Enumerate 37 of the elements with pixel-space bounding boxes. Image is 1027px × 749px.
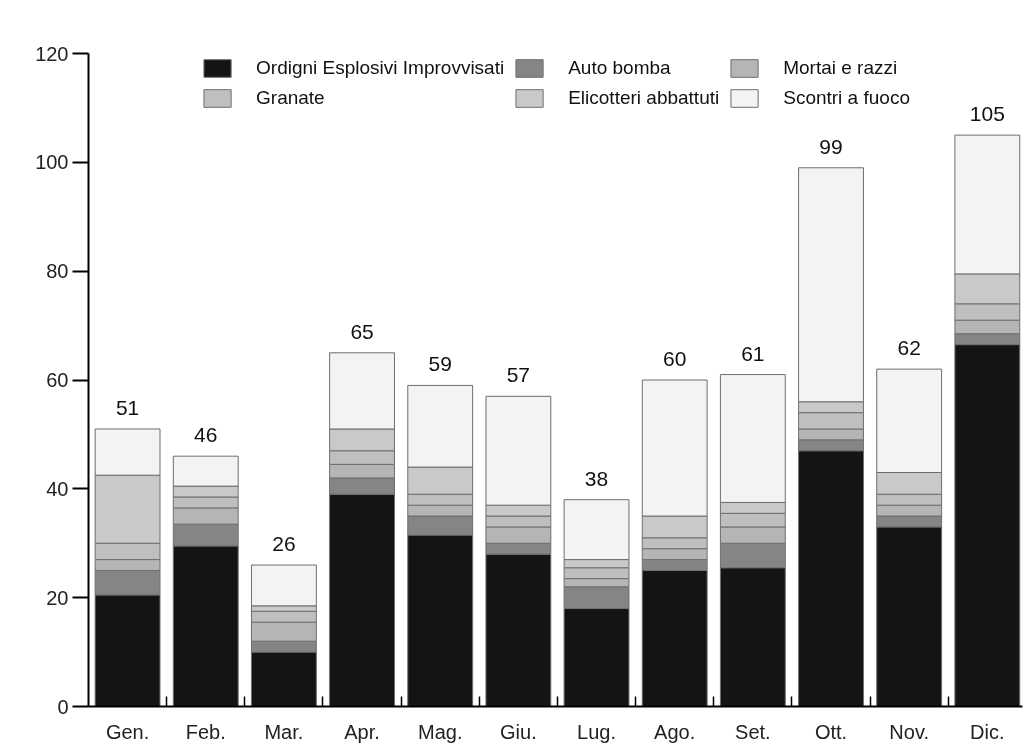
total-label: 46 xyxy=(194,423,218,447)
x-tick-label: Ott. xyxy=(814,720,848,743)
x-tick-label: Lug. xyxy=(577,720,617,743)
x-tick-label: Apr. xyxy=(344,720,380,743)
y-tick-label: 120 xyxy=(35,42,69,65)
legend-label: Ordigni Esplosivi Improvvisati xyxy=(256,57,505,79)
y-tick-label: 0 xyxy=(57,695,69,718)
legend-label: Scontri a fuoco xyxy=(783,87,910,109)
legend-label: Granate xyxy=(256,87,325,109)
x-tick-label: Feb. xyxy=(185,720,226,743)
total-label: 51 xyxy=(115,395,140,419)
legend-label: Mortai e razzi xyxy=(783,57,898,79)
x-tick-label: Ago. xyxy=(654,720,696,743)
y-tick-label: 20 xyxy=(46,586,69,609)
total-label: 60 xyxy=(663,347,687,370)
total-label: 26 xyxy=(272,532,296,556)
x-tick-label: Mar. xyxy=(264,720,304,743)
total-label: 61 xyxy=(741,341,765,365)
y-tick-label: 100 xyxy=(35,151,69,174)
total-label: 65 xyxy=(350,319,374,343)
total-label: 99 xyxy=(819,134,843,158)
total-label: 59 xyxy=(428,352,452,376)
x-tick-label: Nov. xyxy=(889,720,929,743)
x-tick-label: Gen. xyxy=(105,720,150,743)
y-tick-label: 40 xyxy=(46,477,69,500)
y-tick-label: 60 xyxy=(46,369,69,391)
y-tick-label: 80 xyxy=(46,260,69,283)
total-label: 62 xyxy=(897,336,921,360)
x-tick-label: Dic. xyxy=(970,720,1005,743)
total-label: 38 xyxy=(584,466,609,490)
legend-label: Elicotteri abbattuti xyxy=(568,87,720,109)
x-tick-label: Giu. xyxy=(500,720,537,743)
total-label: 105 xyxy=(969,102,1005,126)
x-tick-label: Mag. xyxy=(417,720,463,743)
legend-label: Auto bomba xyxy=(568,57,671,79)
total-label: 57 xyxy=(506,363,531,387)
x-tick-label: Set. xyxy=(735,720,771,743)
